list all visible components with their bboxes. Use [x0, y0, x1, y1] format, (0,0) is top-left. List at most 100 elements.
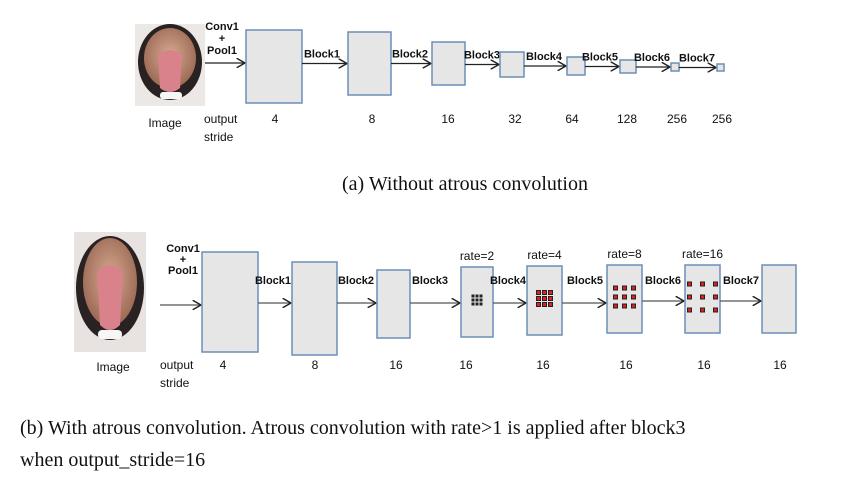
- kernel-tap-dot: [475, 298, 479, 302]
- block-label-bottom: Block1: [255, 275, 291, 287]
- stride-value-top: 8: [369, 112, 376, 126]
- kernel-tap-dot: [536, 302, 541, 307]
- kernel-tap-dot: [631, 294, 636, 300]
- kernel-tap-dot: [613, 303, 618, 309]
- stride-value-top: 16: [441, 112, 455, 126]
- tongue-image-top: [135, 24, 205, 106]
- kernel-tap-dot: [479, 294, 483, 298]
- kernel-tap-dot: [622, 285, 627, 291]
- stem-label-top: Conv1: [205, 21, 239, 33]
- tongue-image-bottom: [74, 232, 146, 352]
- kernel-tap-dot: [631, 303, 636, 309]
- kernel-tap-dot: [471, 302, 475, 306]
- kernel-tap-dot: [687, 294, 692, 300]
- block-label-top: Block3: [464, 50, 500, 62]
- kernel-tap-dot: [713, 307, 718, 313]
- kernel-tap-dot: [687, 307, 692, 313]
- feature-map-top: [670, 62, 680, 72]
- stride-value-top: 4: [272, 112, 279, 126]
- stride-value-bottom: 16: [536, 358, 550, 372]
- kernel-tap-dot: [622, 294, 627, 300]
- block-label-bottom: Block5: [567, 275, 603, 287]
- kernel-tap-dot: [475, 302, 479, 306]
- stride-value-bottom: 16: [773, 358, 787, 372]
- block-label-top: Block6: [634, 52, 670, 64]
- feature-map-bottom: [291, 261, 338, 356]
- caption-a: (a) Without atrous convolution: [341, 173, 588, 195]
- stride-value-bottom: 8: [312, 358, 319, 372]
- kernel-tap-dot: [479, 302, 483, 306]
- image-label-bottom: Image: [96, 360, 130, 374]
- kernel-tap-dot: [471, 298, 475, 302]
- feature-map-bottom: [460, 266, 494, 338]
- block-label-top: Block4: [526, 51, 563, 63]
- stride-value-top: 256: [667, 112, 687, 126]
- kernel-tap-dot: [548, 296, 553, 301]
- caption-b-line1: (b) With atrous convolution. Atrous conv…: [20, 417, 686, 439]
- stem-pool-bottom: Pool1: [168, 265, 198, 277]
- kernel-tap-dot: [475, 294, 479, 298]
- feature-map-top: [245, 29, 303, 104]
- kernel-tap-dot: [613, 285, 618, 291]
- kernel-tap-dot: [542, 302, 547, 307]
- feature-map-bottom: [606, 264, 643, 334]
- block-label-bottom: Block2: [338, 275, 374, 287]
- feature-map-bottom: [761, 264, 797, 334]
- kernel-tap-dot: [700, 307, 705, 313]
- feature-map-top: [716, 63, 725, 72]
- stem-label-bottom: Conv1: [166, 243, 200, 255]
- feature-map-top: [347, 31, 392, 96]
- stride-value-top: 256: [712, 112, 732, 126]
- image-label-top: Image: [148, 116, 182, 130]
- kernel-tap-dot: [700, 281, 705, 287]
- stride-value-bottom: 16: [389, 358, 403, 372]
- kernel-tap-dot: [479, 298, 483, 302]
- block-label-bottom: Block7: [723, 275, 759, 287]
- stride-value-bottom: 4: [220, 358, 227, 372]
- feature-map-bottom: [376, 269, 411, 339]
- rate-label: rate=8: [607, 247, 642, 261]
- block-label-top: Block1: [304, 49, 340, 61]
- rate-label: rate=16: [682, 247, 723, 261]
- kernel-tap-dot: [536, 290, 541, 295]
- kernel-tap-dot: [536, 296, 541, 301]
- kernel-tap-dot: [622, 303, 627, 309]
- stem-plus-top: +: [219, 33, 225, 45]
- feature-map-top: [431, 41, 466, 86]
- rate-label: rate=2: [460, 249, 495, 263]
- stride-value-top: 64: [565, 112, 579, 126]
- feature-map-top: [499, 51, 525, 78]
- stem-pool-top: Pool1: [207, 45, 237, 57]
- stem-plus-bottom: +: [180, 254, 186, 266]
- kernel-tap-dot: [471, 294, 475, 298]
- kernel-tap-dot: [613, 294, 618, 300]
- kernel-tap-dot: [713, 281, 718, 287]
- stride-value-bottom: 16: [619, 358, 633, 372]
- stride-value-top: 128: [617, 112, 637, 126]
- block-label-bottom: Block6: [645, 275, 681, 287]
- kernel-tap-dot: [700, 294, 705, 300]
- stride-label-top-2: stride: [204, 130, 234, 144]
- stride-value-bottom: 16: [697, 358, 711, 372]
- block-label-top: Block5: [582, 52, 618, 64]
- stride-label-bottom-2: stride: [160, 376, 190, 390]
- kernel-tap-dot: [542, 296, 547, 301]
- caption-b-line2: when output_stride=16: [20, 449, 206, 471]
- stride-value-bottom: 16: [459, 358, 473, 372]
- stride-label-top: output: [204, 112, 238, 126]
- feature-map-bottom: [201, 251, 259, 353]
- rate-label: rate=4: [527, 248, 562, 262]
- kernel-tap-dot: [713, 294, 718, 300]
- kernel-tap-dot: [542, 290, 547, 295]
- block-label-bottom: Block4: [490, 275, 527, 287]
- kernel-tap-dot: [631, 285, 636, 291]
- stride-value-top: 32: [508, 112, 522, 126]
- kernel-tap-dot: [548, 290, 553, 295]
- stride-label-bottom: output: [160, 358, 194, 372]
- block-label-top: Block7: [679, 53, 715, 65]
- block-label-top: Block2: [392, 49, 428, 61]
- block-label-bottom: Block3: [412, 275, 448, 287]
- kernel-tap-dot: [548, 302, 553, 307]
